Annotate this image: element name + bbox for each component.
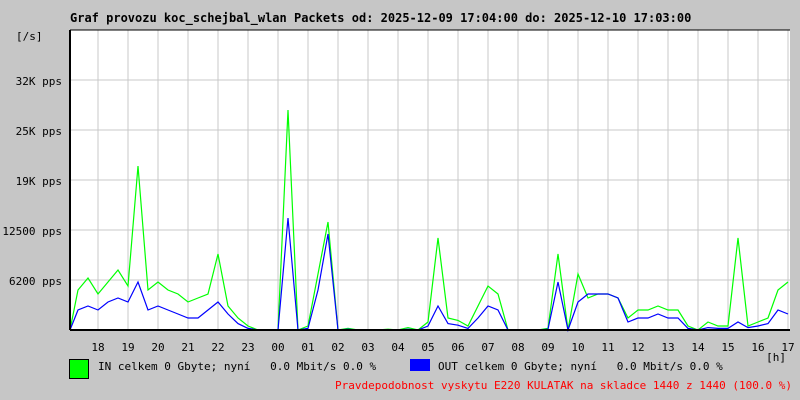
y-axis-unit: [/s] [16, 30, 43, 43]
x-tick-label: 02 [331, 341, 344, 354]
x-tick-label: 23 [241, 341, 254, 354]
x-tick-label: 10 [571, 341, 584, 354]
x-tick-label: 15 [721, 341, 734, 354]
series-in-line [69, 109, 789, 331]
y-tick-label: 25K pps [16, 125, 62, 138]
chart-title: Graf provozu koc_schejbal_wlan Packets o… [70, 11, 692, 25]
x-tick-label: 08 [511, 341, 524, 354]
x-tick-label: 20 [151, 341, 164, 354]
x-tick-label: 13 [661, 341, 674, 354]
x-tick-label: 07 [481, 341, 494, 354]
out-legend-swatch [410, 359, 430, 371]
x-tick-label: 21 [181, 341, 194, 354]
x-tick-label: 09 [541, 341, 554, 354]
x-axis-unit: [h] [766, 351, 786, 364]
x-tick-label: 11 [601, 341, 614, 354]
series-out-line [69, 217, 789, 333]
x-tick-label: 22 [211, 341, 224, 354]
x-tick-label: 12 [631, 341, 644, 354]
x-tick-label: 18 [91, 341, 104, 354]
y-tick-label: 19K pps [16, 175, 62, 188]
y-tick-label: 32K pps [16, 75, 62, 88]
probability-note: Pravdepodobnost vyskytu E220 KULATAK na … [335, 379, 792, 392]
x-tick-label: 05 [421, 341, 434, 354]
x-tick-label: 14 [691, 341, 705, 354]
y-tick-label: 6200 pps [9, 275, 62, 288]
x-tick-label: 01 [301, 341, 314, 354]
x-tick-label: 03 [361, 341, 374, 354]
x-tick-label: 19 [121, 341, 134, 354]
x-tick-label: 16 [751, 341, 764, 354]
x-tick-label: 06 [451, 341, 464, 354]
y-tick-label: 12500 pps [2, 225, 62, 238]
out-legend-text: OUT celkem 0 Gbyte; nyní 0.0 Mbit/s 0.0 … [438, 360, 723, 373]
x-tick-label: 00 [271, 341, 284, 354]
in-legend-swatch [69, 359, 89, 379]
x-tick-label: 04 [391, 341, 405, 354]
x-tick-label: 17 [781, 341, 794, 354]
in-legend-text: IN celkem 0 Gbyte; nyní 0.0 Mbit/s 0.0 % [98, 360, 377, 373]
